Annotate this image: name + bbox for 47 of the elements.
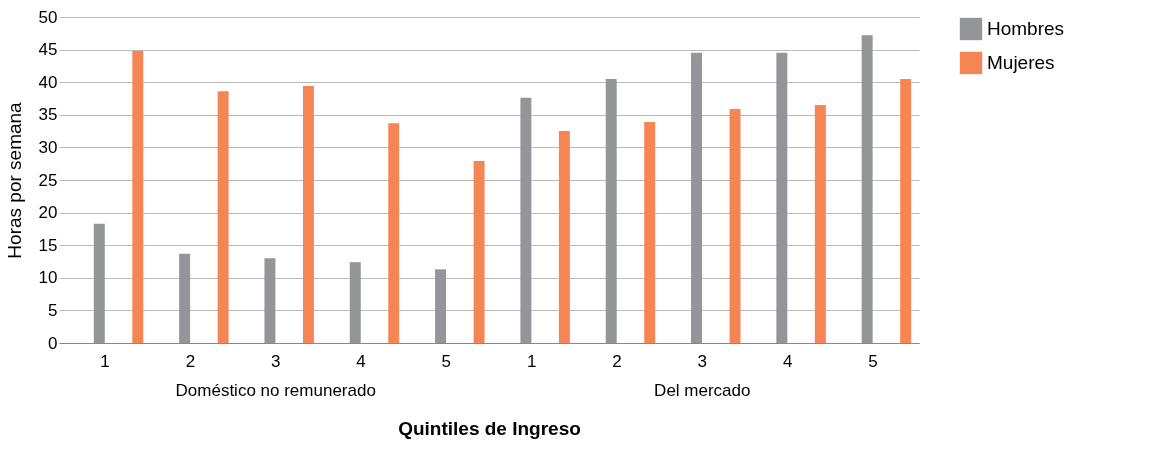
- bar: [558, 131, 570, 343]
- bar: [179, 253, 191, 343]
- y-tick-label: 5: [48, 300, 58, 320]
- x-axis-title: Quintiles de Ingreso: [398, 417, 581, 439]
- y-tick-label: 30: [38, 137, 58, 157]
- legend-label: Mujeres: [987, 52, 1055, 73]
- x-tick-label: 2: [185, 351, 196, 371]
- y-tick-label: 50: [38, 7, 58, 27]
- bar: [435, 269, 447, 343]
- x-tick-label: 5: [441, 351, 452, 371]
- x-tick-label: 5: [868, 351, 878, 371]
- y-tick-label: 10: [38, 268, 58, 288]
- bar: [349, 262, 361, 343]
- y-tick-label: 20: [38, 203, 58, 223]
- y-tick-label: 0: [48, 333, 58, 353]
- x-tick-label: 1: [526, 351, 537, 371]
- bar: [861, 35, 873, 343]
- bar: [644, 121, 656, 343]
- bar: [729, 108, 741, 343]
- bar: [93, 223, 105, 343]
- y-tick-label: 45: [38, 40, 58, 60]
- bar: [132, 50, 144, 343]
- x-tick-label: 3: [270, 351, 281, 371]
- text: Del mercado: [654, 381, 751, 400]
- y-tick-label: 15: [38, 235, 58, 255]
- bar: [302, 86, 314, 343]
- y-tick-label: 35: [38, 105, 58, 125]
- bar: [776, 52, 788, 343]
- bar: [520, 97, 532, 343]
- text: Doméstico no remunerado: [175, 381, 376, 400]
- bar: [605, 78, 617, 343]
- bar: [900, 78, 912, 343]
- x-tick-label: 1: [100, 351, 110, 371]
- y-axis-title: Horas por semana: [3, 101, 25, 259]
- bar: [388, 123, 400, 343]
- bar: [473, 161, 485, 343]
- bar: [691, 52, 702, 343]
- bar: [264, 258, 276, 343]
- bar: [814, 105, 826, 343]
- legend-label: Hombres: [987, 18, 1065, 39]
- y-tick-label: 40: [38, 72, 58, 92]
- x-tick-label: 2: [612, 351, 622, 371]
- x-tick-label: 3: [697, 351, 708, 371]
- x-tick-label: 4: [356, 351, 366, 371]
- y-tick-label: 25: [38, 170, 58, 190]
- x-tick-label: 4: [782, 351, 793, 371]
- bar: [217, 91, 229, 343]
